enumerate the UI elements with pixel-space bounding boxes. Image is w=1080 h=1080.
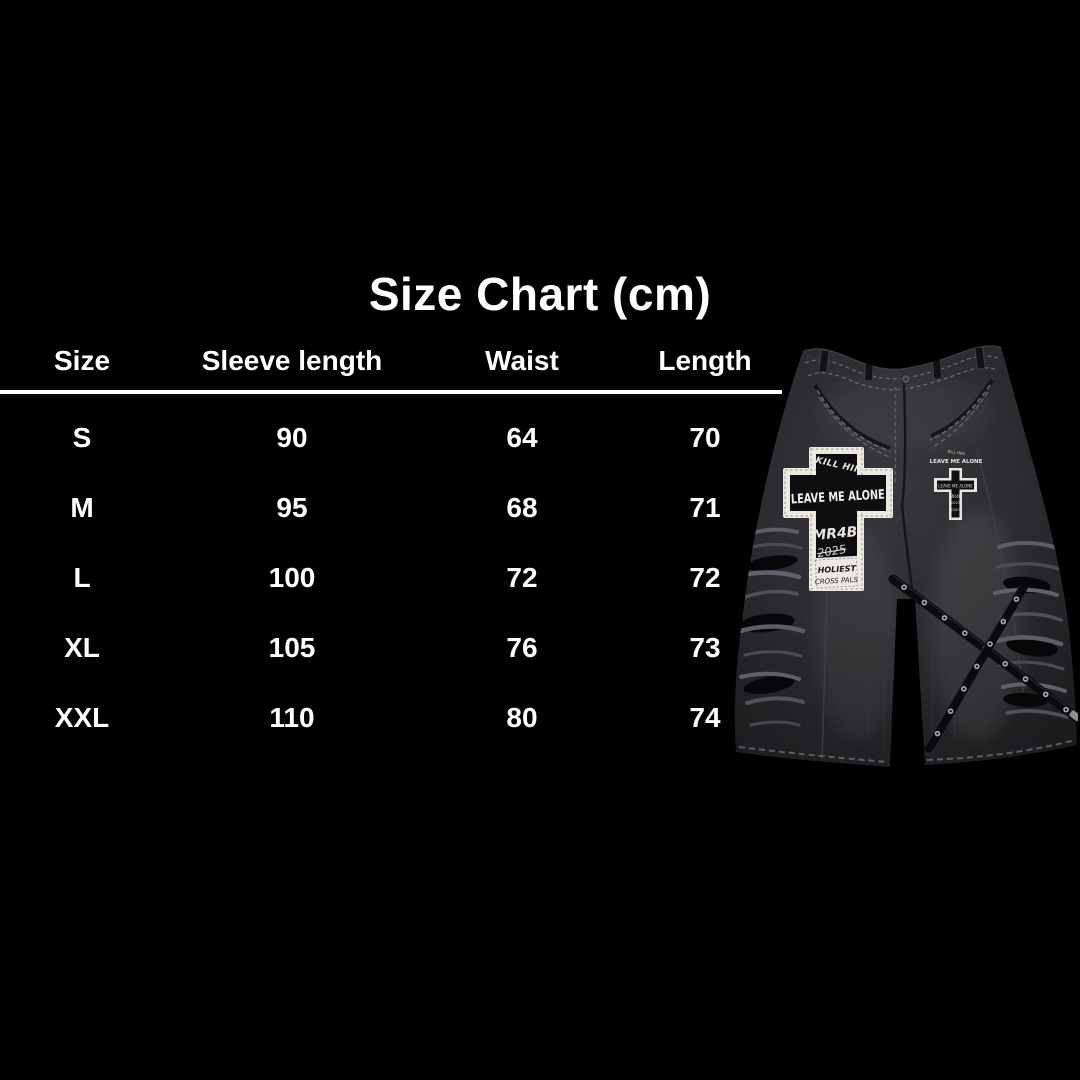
cell-length: 72 bbox=[689, 562, 721, 593]
cell-size: XXL bbox=[54, 702, 110, 733]
cell-waist: 72 bbox=[506, 562, 538, 593]
mini-cross-patch: KILL HIM LEAVE ME ALONE LEAVE ME ALONE M… bbox=[930, 449, 983, 520]
table-row: XXL 110 80 74 bbox=[0, 683, 786, 753]
pocket-stitch-right bbox=[929, 378, 994, 448]
column-header-size: Size bbox=[53, 345, 111, 376]
cell-waist: 68 bbox=[506, 492, 538, 523]
cell-length: 73 bbox=[689, 632, 721, 663]
svg-text:LEAVE ME ALONE: LEAVE ME ALONE bbox=[938, 484, 973, 489]
table-row: S 90 64 70 bbox=[0, 403, 786, 473]
svg-text:HOLIEST: HOLIEST bbox=[949, 508, 963, 512]
strap-metal-tip bbox=[1069, 710, 1080, 722]
fly bbox=[894, 373, 915, 598]
belt-loops bbox=[818, 346, 986, 382]
svg-text:LEAVE ME ALONE: LEAVE ME ALONE bbox=[930, 459, 983, 465]
cell-sleeve-length: 100 bbox=[268, 562, 316, 593]
patch-main-text: LEAVE ME ALONE bbox=[791, 488, 886, 508]
cell-length: 74 bbox=[689, 702, 721, 733]
column-header-length: Length bbox=[658, 345, 752, 376]
shorts-illustration: KILL HIM LEAVE ME ALONE LEAVE ME ALONE M… bbox=[734, 345, 1080, 768]
table-row: M 95 68 71 bbox=[0, 473, 786, 543]
strap-b bbox=[924, 583, 1028, 753]
cell-size: M bbox=[70, 492, 94, 523]
strap-eyelets bbox=[934, 596, 1020, 737]
page-title: Size Chart (cm) bbox=[368, 267, 712, 320]
distress-right bbox=[993, 541, 1069, 719]
patch-label-text-1: HOLIEST bbox=[817, 564, 856, 575]
table-divider bbox=[0, 390, 782, 394]
cell-waist: 64 bbox=[506, 422, 538, 453]
cross-patch: KILL HIM LEAVE ME ALONE MR4B 2025 HOLIES… bbox=[783, 447, 893, 591]
hem-stitches bbox=[738, 739, 1076, 763]
size-table-header-row: Size Sleeve length Waist Length bbox=[0, 340, 786, 382]
cell-waist: 80 bbox=[506, 702, 538, 733]
product-photo: KILL HIM LEAVE ME ALONE LEAVE ME ALONE M… bbox=[727, 335, 1080, 776]
svg-text:MR4B: MR4B bbox=[950, 494, 962, 499]
svg-text:KILL HIM: KILL HIM bbox=[947, 449, 965, 456]
distress-left bbox=[738, 527, 806, 727]
cell-size: XL bbox=[64, 632, 100, 663]
column-header-waist: Waist bbox=[485, 345, 559, 376]
pocket-stitch-left bbox=[813, 383, 891, 458]
cell-sleeve-length: 105 bbox=[268, 632, 316, 663]
patch-code-text: MR4B bbox=[812, 524, 858, 544]
belt-loop bbox=[864, 358, 874, 382]
patch-label-text-2: CROSS PALS bbox=[815, 576, 859, 586]
patch-year-text: 2025 bbox=[816, 542, 847, 560]
belt-loop bbox=[931, 356, 943, 380]
cell-length: 70 bbox=[689, 422, 721, 453]
cell-length: 71 bbox=[689, 492, 721, 523]
table-row: L 100 72 72 bbox=[0, 543, 786, 613]
cell-size: S bbox=[72, 422, 92, 453]
cell-size: L bbox=[73, 562, 91, 593]
size-table-body: S 90 64 70 M 95 68 71 L 100 72 72 XL 105… bbox=[0, 403, 786, 753]
column-header-sleeve: Sleeve length bbox=[201, 345, 383, 376]
table-row: XL 105 76 73 bbox=[0, 613, 786, 683]
belt-loop bbox=[818, 349, 830, 373]
cell-waist: 76 bbox=[506, 632, 538, 663]
belt-loop bbox=[974, 346, 986, 370]
cell-sleeve-length: 90 bbox=[276, 422, 308, 453]
cell-sleeve-length: 110 bbox=[269, 702, 315, 733]
cell-sleeve-length: 95 bbox=[276, 492, 308, 523]
size-table: Size Sleeve length Waist Length S 90 64 … bbox=[0, 340, 786, 753]
svg-text:2025: 2025 bbox=[951, 500, 961, 505]
